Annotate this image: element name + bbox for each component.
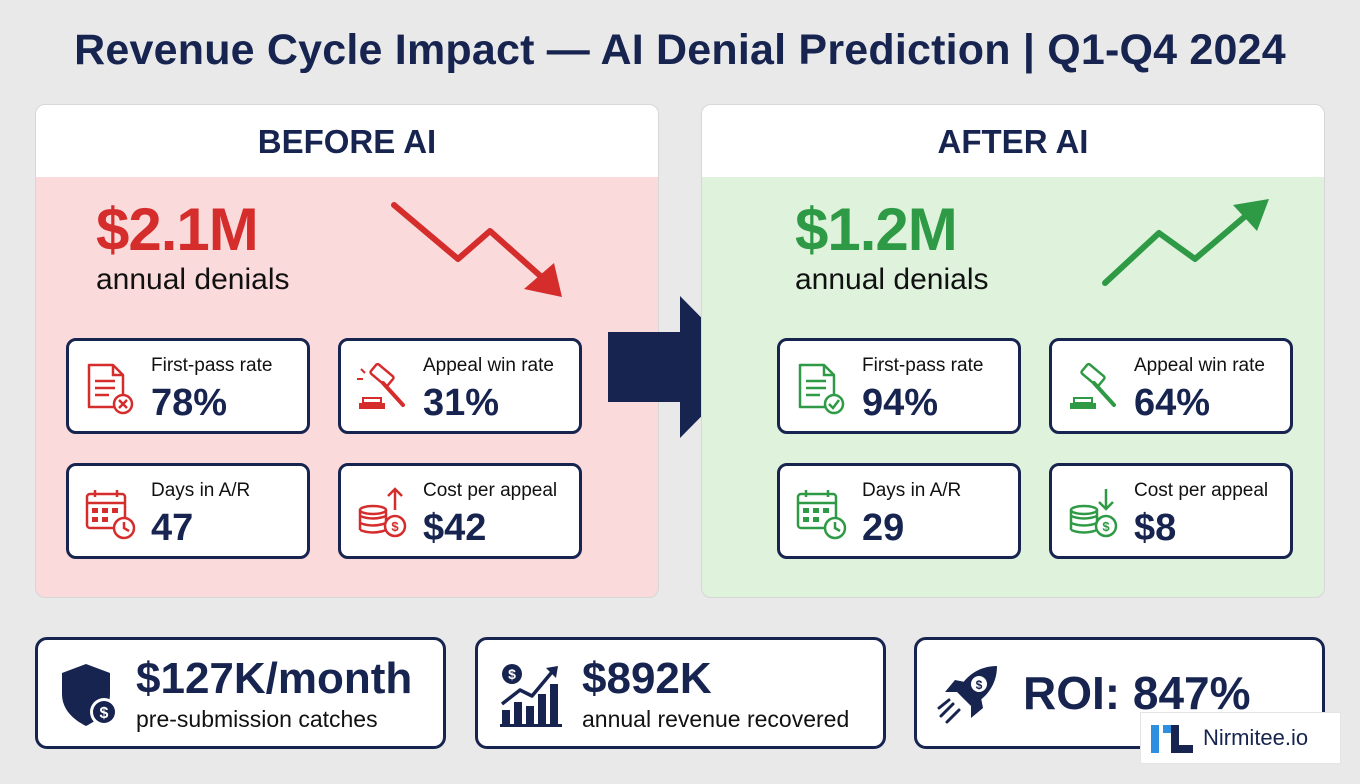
before-panel-heading: BEFORE AI xyxy=(36,105,658,177)
roi-value: ROI: 847% xyxy=(1023,667,1251,719)
svg-text:$: $ xyxy=(1102,519,1110,534)
metric-card-days-ar-before: Days in A/R 47 xyxy=(66,463,310,559)
shield-dollar-icon: $ xyxy=(62,664,118,726)
coins-up-icon: $ xyxy=(358,487,407,538)
metric-card-first-pass-before: First-pass rate 78% xyxy=(66,338,310,434)
after-denials-label: annual denials xyxy=(795,263,989,296)
metric-value: 78% xyxy=(151,382,228,424)
metric-label: Appeal win rate xyxy=(423,355,554,376)
metric-value: 47 xyxy=(151,507,194,549)
metric-value: 29 xyxy=(862,507,905,549)
metric-label: Cost per appeal xyxy=(423,480,558,501)
metric-value: $8 xyxy=(1134,507,1177,549)
trend-up-arrow-icon xyxy=(1102,199,1269,286)
after-ai-panel: AFTER AI $1.2M annual denials First-pass… xyxy=(701,104,1325,598)
metric-label: Days in A/R xyxy=(862,480,962,501)
page-title: Revenue Cycle Impact — AI Denial Predict… xyxy=(74,26,1286,74)
metric-value: 94% xyxy=(862,382,939,424)
after-denials-amount: $1.2M xyxy=(795,196,958,263)
metric-label: First-pass rate xyxy=(151,355,273,376)
brand-logo: Nirmitee.io xyxy=(1140,712,1341,764)
calendar-clock-icon xyxy=(796,490,847,540)
metric-card-days-ar-after: Days in A/R 29 xyxy=(777,463,1021,559)
metric-label: Days in A/R xyxy=(151,480,251,501)
metric-card-first-pass-after: First-pass rate 94% xyxy=(777,338,1021,434)
calendar-clock-icon xyxy=(85,490,136,540)
highlight-value: $127K/month xyxy=(136,654,413,703)
metric-value: $42 xyxy=(423,507,487,549)
metric-card-cost-appeal-before: $ Cost per appeal $42 xyxy=(338,463,582,559)
after-panel-heading: AFTER AI xyxy=(702,105,1324,177)
svg-text:$: $ xyxy=(976,678,983,692)
metric-value: 64% xyxy=(1134,382,1211,424)
highlight-card-monthly-catches: $ $127K/month pre-submission catches xyxy=(35,637,446,749)
brand-name: Nirmitee.io xyxy=(1203,725,1309,750)
highlight-label: annual revenue recovered xyxy=(582,706,850,732)
nirmitee-logo-icon xyxy=(1151,725,1193,753)
metric-card-appeal-win-before: Appeal win rate 31% xyxy=(338,338,582,434)
rocket-icon: $ xyxy=(937,666,997,724)
metric-label: Appeal win rate xyxy=(1134,355,1265,376)
metric-label: First-pass rate xyxy=(862,355,984,376)
coins-down-icon: $ xyxy=(1069,489,1118,538)
svg-text:$: $ xyxy=(391,519,399,534)
growth-chart-icon: $ xyxy=(500,664,562,727)
metric-value: 31% xyxy=(423,382,500,424)
svg-text:$: $ xyxy=(508,666,516,682)
document-check-icon xyxy=(798,363,845,415)
trend-down-arrow-icon xyxy=(391,202,562,297)
highlight-card-revenue-recovered: $ $892K annual revenue recovered xyxy=(475,637,886,749)
metric-card-cost-appeal-after: $ Cost per appeal $8 xyxy=(1049,463,1293,559)
before-denials-label: annual denials xyxy=(96,263,290,296)
before-ai-panel: BEFORE AI $2.1M annual denials First-pas… xyxy=(35,104,659,598)
before-denials-amount: $2.1M xyxy=(96,196,259,263)
metric-label: Cost per appeal xyxy=(1134,480,1269,501)
gavel-icon xyxy=(1070,362,1116,409)
metric-card-appeal-win-after: Appeal win rate 64% xyxy=(1049,338,1293,434)
highlight-value: $892K xyxy=(582,654,712,703)
gavel-icon xyxy=(357,362,405,409)
document-x-icon xyxy=(87,363,134,415)
svg-text:$: $ xyxy=(100,705,109,722)
highlight-label: pre-submission catches xyxy=(136,706,378,732)
